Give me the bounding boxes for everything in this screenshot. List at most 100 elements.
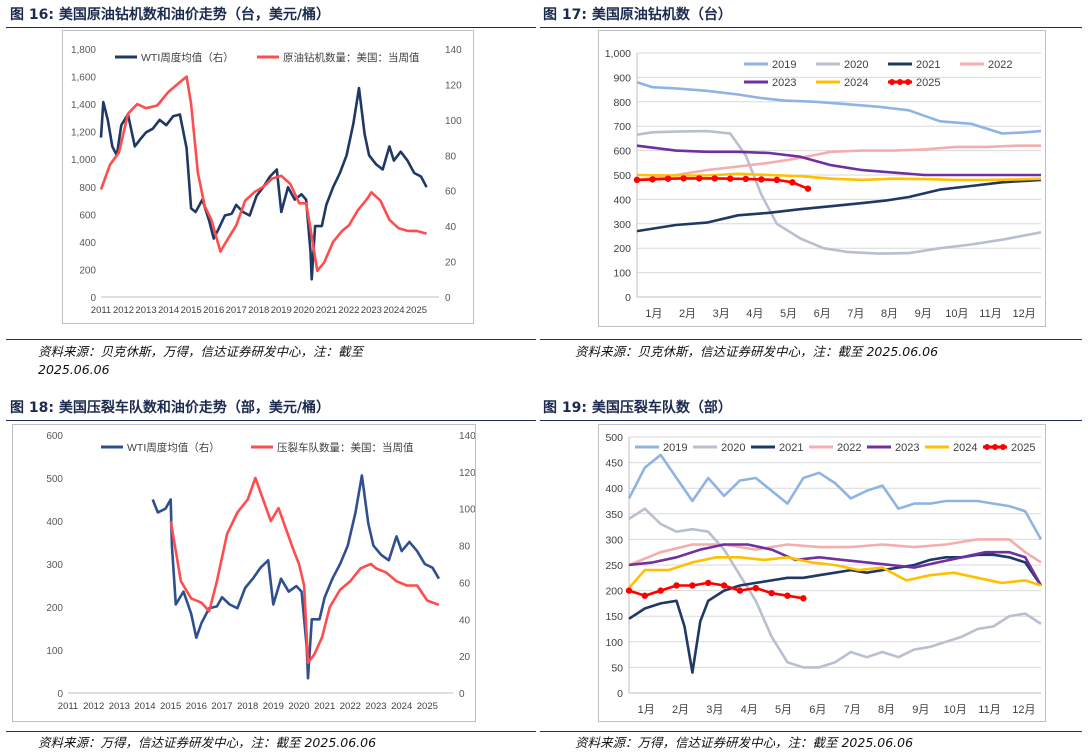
fig19-series-2019-line — [627, 453, 1043, 541]
fig19-series-2025-point — [689, 582, 696, 589]
fig16-left-tick-400: 400 — [79, 238, 96, 249]
fig16-left-tick-1-000: 1,000 — [71, 155, 96, 166]
fig17-legend-label-2024: 2024 — [844, 77, 868, 89]
fig17-panel: 0 100 200 300 400 500 600 700 800 900 1,000 1月 2月 3月 4… — [598, 30, 1046, 327]
fig17-y-tick-900: 900 — [613, 72, 631, 84]
fig19-legend-label-2022: 2022 — [837, 442, 861, 454]
fig16-right-tick-140: 140 — [445, 45, 462, 56]
fig18-left-tick-400: 400 — [46, 517, 63, 528]
fig18-panel: 0 100 200 300 400 500 600 0 20 40 60 80 100 120 140 201… — [12, 424, 476, 722]
fig16-right-tick-20: 20 — [445, 258, 457, 269]
fig17-month-5: 5月 — [780, 308, 797, 320]
fig16-x-tick-2013: 2013 — [135, 305, 156, 316]
fig19-legend-marker-2025 — [992, 444, 998, 450]
fig17-series-2020-line — [636, 129, 1042, 255]
fig17-title-rule — [540, 27, 1082, 28]
fig19-month-10: 10月 — [944, 704, 967, 716]
fig18-x-tick-2023: 2023 — [365, 701, 386, 712]
fig19-month-9: 9月 — [912, 704, 929, 716]
fig19-y-tick-50: 50 — [611, 662, 623, 674]
fig17-source-rule — [540, 339, 1082, 340]
fig19-month-2: 2月 — [672, 704, 689, 716]
fig19-series-2025-point — [752, 584, 759, 592]
fig18-x-tick-2018: 2018 — [237, 701, 258, 712]
fig19-series-2025-point — [657, 587, 664, 594]
fig19-y-tick-350: 350 — [605, 509, 623, 521]
fig19-panel: 0 50 100 150 200 250 300 350 400 450 500 1月 2月 3月 4月 5月… — [598, 424, 1046, 722]
fig19-series-2023-line — [628, 543, 1043, 587]
fig18-left-tick-500: 500 — [46, 474, 63, 485]
fig19-month-6: 6月 — [809, 704, 826, 716]
fig19-series-2025-point — [768, 589, 775, 597]
fig17-month-1: 1月 — [645, 308, 662, 320]
fig18-right-tick-0: 0 — [459, 689, 465, 700]
fig18-x-tick-2019: 2019 — [263, 701, 284, 712]
fig17-month-12: 12月 — [1013, 308, 1036, 320]
fig17-series-2025-point — [711, 175, 718, 182]
fig17-month-3: 3月 — [713, 308, 730, 320]
fig16-x-tick-2018: 2018 — [248, 305, 269, 316]
fig17-series-2021-line — [636, 178, 1042, 233]
fig17-series-2025-point — [742, 175, 749, 183]
fig18-legend-label-count: 压裂车队数量：美国：当周值 — [277, 441, 414, 454]
fig16-right-tick-100: 100 — [445, 116, 462, 127]
fig16-x-tick-2025: 2025 — [406, 305, 427, 316]
fig17-month-10: 10月 — [945, 308, 968, 320]
fig19-series-2025-point — [784, 592, 791, 599]
fig19-title: 图 19: 美国压裂车队数（部） — [543, 400, 732, 416]
fig19-y-tick-400: 400 — [605, 483, 623, 495]
fig18-x-tick-2017: 2017 — [211, 701, 232, 712]
fig16-left-tick-0: 0 — [90, 293, 96, 304]
fig17-series-2025-point — [773, 176, 781, 184]
fig17-y-tick-200: 200 — [613, 243, 631, 255]
fig19-month-5: 5月 — [775, 704, 792, 716]
fig16-x-tick-2011: 2011 — [91, 305, 111, 316]
fig17-series-2025-point — [633, 176, 641, 184]
fig17-y-tick-400: 400 — [613, 194, 631, 206]
fig18-source-rule — [6, 731, 536, 732]
fig19-month-11: 11月 — [978, 704, 1000, 716]
fig16-right-tick-80: 80 — [445, 151, 457, 162]
fig17-month-8: 8月 — [881, 308, 898, 320]
fig16-left-tick-1-600: 1,600 — [71, 73, 96, 84]
fig18-x-tick-2012: 2012 — [83, 701, 104, 712]
fig16-source-line1: 资料来源：贝克休斯，万得，信达证券研发中心，注：截至 — [38, 344, 364, 359]
fig17-series-2025-point — [649, 176, 656, 183]
fig17-legend-label-2025: 2025 — [916, 77, 940, 89]
fig16-left-tick-1-200: 1,200 — [71, 128, 96, 139]
fig18-x-tick-2016: 2016 — [186, 701, 207, 712]
fig18-right-tick-120: 120 — [459, 468, 475, 479]
fig16-chart: 02004006008001,0001,2001,4001,6001,80002… — [71, 45, 462, 316]
fig18-x-tick-2015: 2015 — [160, 701, 181, 712]
fig19-series-2025-point — [705, 579, 712, 587]
fig19-series-2025-point — [673, 582, 680, 589]
fig19-y-tick-200: 200 — [605, 586, 623, 598]
fig18-x-tick-2024: 2024 — [391, 701, 412, 712]
fig16-x-tick-2020: 2020 — [293, 305, 314, 316]
fig17-month-6: 6月 — [814, 308, 831, 320]
fig19-legend-marker-2025 — [984, 444, 990, 450]
fig17-series-2025-point — [727, 175, 734, 182]
fig16-x-tick-2019: 2019 — [271, 305, 292, 316]
fig19-series-2025-point — [736, 587, 744, 594]
fig18-left-tick-100: 100 — [46, 646, 63, 657]
fig18-series-wti-line — [151, 474, 441, 680]
fig16-legend-label-wti: WTI周度均值（右） — [141, 51, 234, 64]
fig16-series-wti-line — [99, 86, 428, 281]
fig18-x-tick-2021: 2021 — [314, 701, 335, 712]
fig16-right-tick-40: 40 — [445, 222, 457, 233]
fig18-left-tick-0: 0 — [57, 689, 63, 700]
fig19-series-2025-point — [625, 587, 633, 594]
fig17-legend-marker-2025 — [889, 79, 895, 85]
fig18-x-tick-2011: 2011 — [58, 701, 78, 712]
fig19-legend-label-2024: 2024 — [953, 442, 977, 454]
fig16-x-tick-2016: 2016 — [203, 305, 224, 316]
fig18-right-tick-140: 140 — [459, 431, 475, 442]
fig17-series-2025-point — [804, 185, 812, 192]
fig18-title-rule — [6, 420, 536, 421]
fig19-legend-label-2019: 2019 — [663, 442, 687, 454]
fig19-month-4: 4月 — [741, 704, 758, 716]
fig19-legend-label-2020: 2020 — [721, 442, 745, 454]
fig19-y-tick-450: 450 — [605, 458, 623, 470]
fig19-month-12: 12月 — [1012, 704, 1035, 716]
